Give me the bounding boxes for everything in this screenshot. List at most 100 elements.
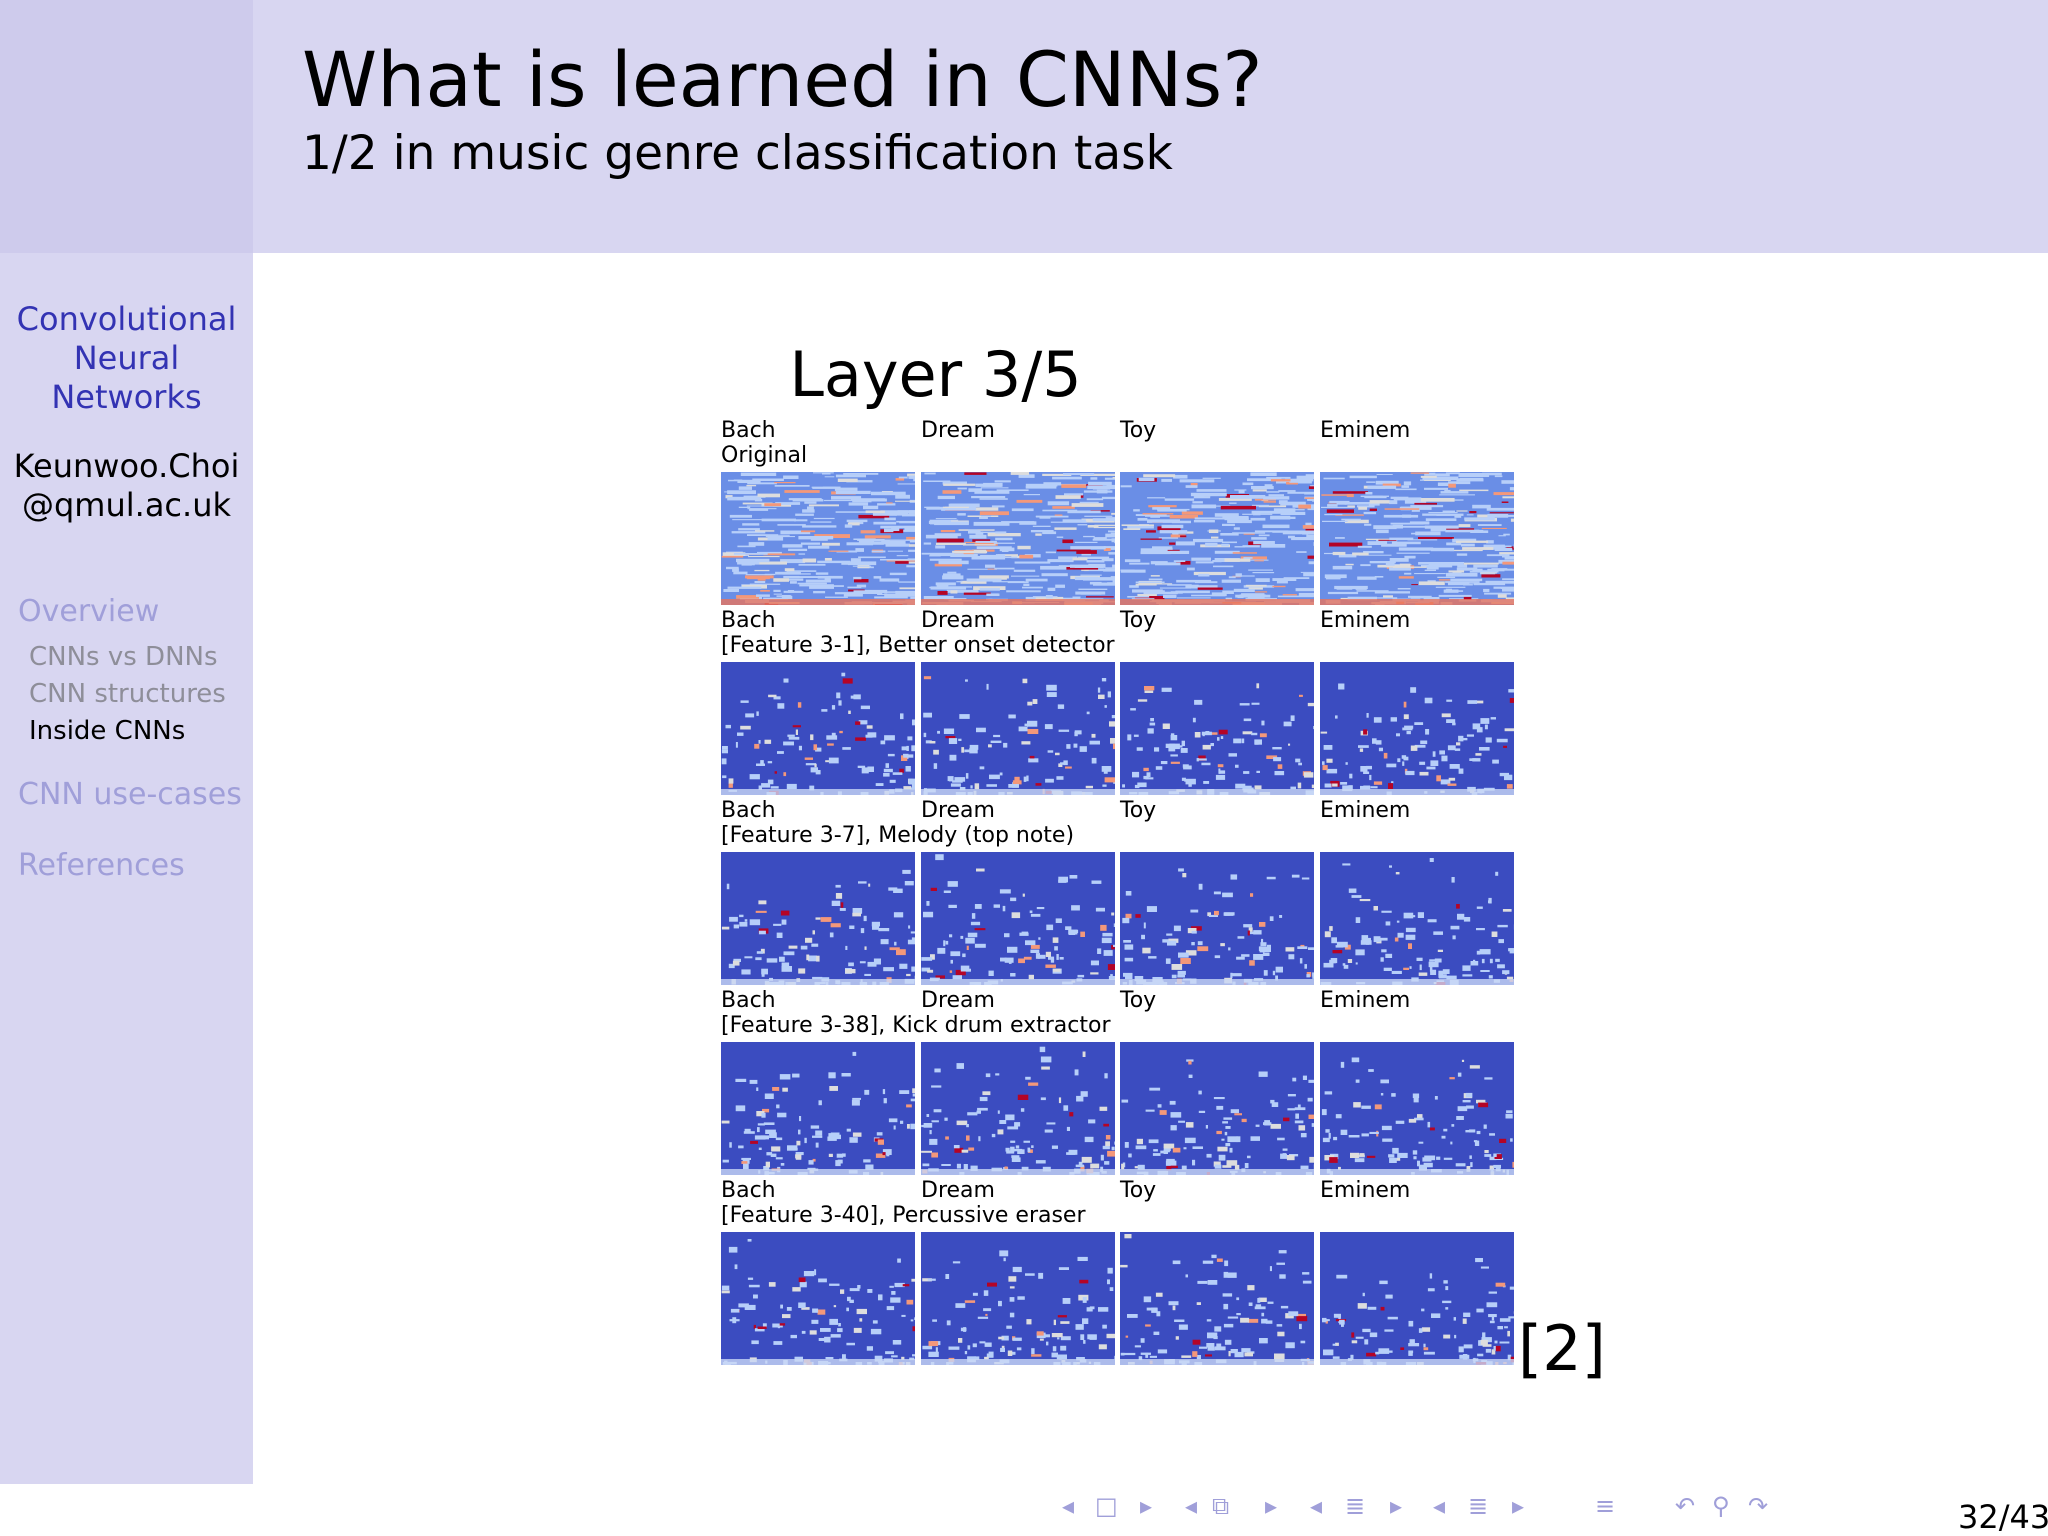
activation-mark <box>1463 1344 1473 1349</box>
activation-mark <box>1464 517 1495 521</box>
toc-icon[interactable]: ≣ <box>1468 1492 1489 1520</box>
arrow-left-icon[interactable]: ◂ <box>1310 1492 1323 1520</box>
activation-mark <box>1152 1153 1161 1156</box>
activation-mark <box>948 586 972 588</box>
activation-mark <box>987 533 1021 537</box>
activation-mark <box>1043 482 1062 484</box>
arrow-right-icon[interactable]: ▸ <box>1265 1492 1278 1520</box>
activation-mark <box>1105 1141 1110 1146</box>
activation-mark <box>799 584 834 587</box>
arrow-left-icon[interactable]: ◂ <box>1062 1492 1075 1520</box>
activation-mark <box>1280 501 1306 506</box>
activation-mark <box>1032 699 1038 704</box>
toc-icon[interactable]: ≡ <box>1595 1492 1616 1520</box>
activation-mark <box>1344 519 1369 524</box>
activation-mark <box>802 525 837 528</box>
activation-mark <box>1376 474 1393 475</box>
activation-mark <box>837 1328 843 1333</box>
activation-mark <box>1177 970 1186 975</box>
activation-mark <box>1110 576 1115 578</box>
activation-mark <box>1248 1302 1253 1306</box>
activation-mark <box>737 560 760 565</box>
activation-mark <box>921 967 931 972</box>
activation-mark <box>1379 1280 1388 1285</box>
activation-mark <box>1456 904 1460 909</box>
activation-mark <box>1424 569 1436 571</box>
sidebar-section-references[interactable]: References <box>18 848 185 883</box>
activation-mark <box>1429 1273 1433 1279</box>
activation-mark <box>804 757 813 760</box>
spectrogram-image <box>1120 662 1314 795</box>
section-icon[interactable]: ≣ <box>1345 1492 1366 1520</box>
activation-mark <box>1339 1319 1345 1325</box>
activation-mark <box>1448 777 1456 781</box>
forward-icon[interactable]: ↷ <box>1748 1492 1769 1520</box>
activation-mark <box>934 533 962 537</box>
activation-mark <box>1457 564 1468 568</box>
activation-mark <box>974 1356 980 1360</box>
activation-mark <box>1323 1349 1334 1356</box>
activation-mark <box>1058 879 1067 883</box>
search-icon[interactable]: ⚲ <box>1712 1492 1730 1520</box>
activation-mark <box>809 1330 817 1335</box>
activation-mark <box>783 578 804 581</box>
activation-mark <box>891 1355 898 1358</box>
sidebar-section-overview[interactable]: Overview <box>18 594 160 629</box>
activation-mark <box>1140 1338 1145 1343</box>
activation-mark <box>1430 528 1453 532</box>
activation-mark <box>1324 574 1347 579</box>
activation-mark <box>1391 541 1421 545</box>
activation-mark <box>1386 763 1397 768</box>
arrow-right-icon[interactable]: ▸ <box>1140 1492 1153 1520</box>
activation-mark <box>811 943 819 947</box>
arrow-left-icon[interactable]: ◂ <box>1433 1492 1446 1520</box>
activation-mark <box>866 725 873 729</box>
activation-mark <box>1241 1118 1247 1123</box>
sidebar-subitem-cnns-vs-dnns[interactable]: CNNs vs DNNs <box>29 642 218 672</box>
activation-mark <box>1253 512 1261 515</box>
sidebar-presentation-title[interactable]: Convolutional Neural Networks <box>0 300 253 417</box>
subsection-icon[interactable]: ⧉ <box>1212 1492 1230 1520</box>
activation-mark <box>1202 477 1221 479</box>
frame-icon[interactable]: □ <box>1095 1492 1118 1520</box>
activation-mark <box>1469 1129 1476 1133</box>
back-icon[interactable]: ↶ <box>1675 1492 1696 1520</box>
activation-mark <box>1509 1286 1514 1290</box>
activation-mark <box>864 535 891 539</box>
activation-mark <box>1011 1148 1023 1152</box>
sidebar-section-cnn-use-cases[interactable]: CNN use-cases <box>18 777 242 812</box>
arrow-left-icon[interactable]: ◂ <box>1185 1492 1198 1520</box>
activation-mark <box>1241 954 1250 957</box>
arrow-right-icon[interactable]: ▸ <box>1390 1492 1403 1520</box>
activation-mark <box>857 765 866 768</box>
arrow-right-icon[interactable]: ▸ <box>1512 1492 1525 1520</box>
sidebar-subitem-inside-cnns[interactable]: Inside CNNs <box>29 716 186 746</box>
sidebar-subitem-cnn-structures[interactable]: CNN structures <box>29 679 226 709</box>
activation-mark <box>1296 475 1314 480</box>
spectrogram-image <box>1320 662 1514 795</box>
citation[interactable]: [2] <box>1518 1312 1606 1385</box>
low-frequency-band <box>1320 979 1514 985</box>
activation-mark <box>1208 529 1219 533</box>
activation-mark <box>1254 560 1264 562</box>
activation-mark <box>999 889 1011 894</box>
activation-mark <box>1181 511 1203 515</box>
activation-mark <box>1412 1093 1420 1098</box>
activation-mark <box>726 883 730 890</box>
activation-mark <box>1224 558 1251 562</box>
activation-mark <box>1363 729 1368 735</box>
activation-mark <box>1429 965 1433 972</box>
activation-mark <box>891 1291 896 1295</box>
activation-mark <box>1395 872 1400 875</box>
activation-mark <box>1193 520 1215 523</box>
activation-mark <box>867 766 874 772</box>
feature-map-panel <box>1320 1232 1514 1365</box>
activation-mark <box>1077 974 1085 978</box>
activation-mark <box>1250 472 1277 476</box>
activation-mark <box>927 969 934 973</box>
activation-mark <box>1381 910 1392 913</box>
activation-mark <box>1435 473 1450 477</box>
activation-mark <box>1188 1060 1192 1065</box>
activation-mark <box>1134 1345 1141 1348</box>
activation-mark <box>1277 764 1283 769</box>
